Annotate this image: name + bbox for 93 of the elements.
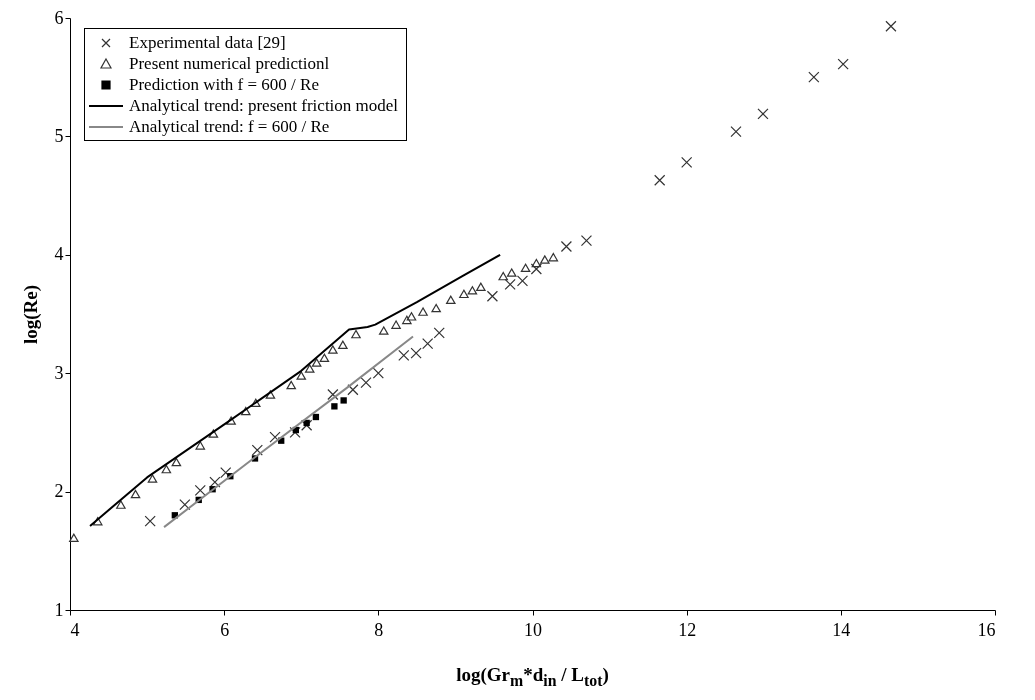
point xyxy=(837,58,849,70)
point xyxy=(311,358,322,367)
y-tick-label: 2 xyxy=(54,481,64,502)
point xyxy=(418,307,428,316)
point xyxy=(92,516,103,526)
point xyxy=(147,474,158,483)
point xyxy=(269,431,281,443)
point xyxy=(360,377,372,389)
point xyxy=(331,403,338,410)
point xyxy=(459,289,469,299)
point xyxy=(372,367,384,379)
point xyxy=(340,397,347,404)
point xyxy=(398,349,410,362)
point xyxy=(194,484,206,497)
point xyxy=(226,416,236,425)
point xyxy=(208,429,219,438)
point xyxy=(486,290,499,302)
y-tick-label: 5 xyxy=(54,125,64,146)
point xyxy=(410,347,422,359)
point xyxy=(250,398,261,408)
legend-label: Analytical trend: f = 600 / Re xyxy=(129,116,330,137)
x-tick-label: 16 xyxy=(977,619,996,640)
point xyxy=(476,282,486,291)
point xyxy=(540,255,550,264)
point xyxy=(265,390,276,399)
point xyxy=(531,258,542,268)
x-tick-label: 8 xyxy=(374,619,384,640)
y-tick-label: 4 xyxy=(54,244,64,265)
x-tick-label: 4 xyxy=(70,619,80,640)
point xyxy=(195,441,206,450)
point xyxy=(327,388,339,401)
legend-label: Present numerical predictionl xyxy=(129,53,330,74)
point xyxy=(506,268,517,277)
point xyxy=(69,533,79,542)
legend-label: Prediction with f = 600 / Re xyxy=(129,74,319,95)
point xyxy=(220,467,232,479)
point xyxy=(391,320,401,329)
point xyxy=(161,464,172,474)
point xyxy=(548,252,559,262)
point xyxy=(209,476,221,488)
point xyxy=(530,263,542,275)
point xyxy=(433,327,445,339)
point xyxy=(431,303,441,313)
point xyxy=(422,338,434,350)
point xyxy=(498,271,508,281)
point xyxy=(130,489,141,499)
point xyxy=(312,413,320,421)
point xyxy=(757,108,769,120)
point xyxy=(467,286,478,295)
y-tick-label: 3 xyxy=(54,362,64,383)
point xyxy=(516,275,529,287)
x-tick-label: 12 xyxy=(678,619,697,640)
point xyxy=(251,444,263,456)
point xyxy=(520,263,531,273)
point xyxy=(580,234,593,247)
point xyxy=(885,20,897,32)
x-tick-label: 6 xyxy=(220,619,230,640)
line-series xyxy=(163,335,415,529)
x-tick-label: 10 xyxy=(524,619,542,640)
point xyxy=(328,345,338,354)
point xyxy=(808,71,820,83)
legend-label: Analytical trend: present friction model xyxy=(129,95,399,116)
x-axis-title: log(Gr$_{m}$*d$_{in}$ / L$_{tot}$) xyxy=(455,664,610,690)
point xyxy=(681,156,693,169)
point xyxy=(446,295,456,305)
point xyxy=(319,353,330,363)
point xyxy=(504,278,516,290)
point xyxy=(402,315,412,325)
point xyxy=(347,384,359,396)
point xyxy=(351,329,361,339)
point xyxy=(116,500,126,509)
point xyxy=(286,380,297,390)
y-tick-label: 1 xyxy=(54,599,64,620)
point xyxy=(179,499,191,511)
y-tick-label: 6 xyxy=(54,7,64,28)
x-tick-label: 14 xyxy=(832,619,851,640)
point xyxy=(338,340,348,350)
legend-label: Experimental data [29] xyxy=(129,32,286,53)
point xyxy=(654,174,666,186)
point xyxy=(144,515,156,527)
point xyxy=(303,419,310,427)
point xyxy=(171,457,182,467)
point xyxy=(406,312,417,321)
point xyxy=(378,326,389,335)
point xyxy=(240,406,251,416)
point xyxy=(296,371,307,380)
y-axis-title: log(Re) xyxy=(19,284,42,345)
point xyxy=(730,126,742,138)
line-series xyxy=(89,253,502,527)
point xyxy=(289,426,301,438)
point xyxy=(304,364,315,373)
point xyxy=(301,419,313,431)
point xyxy=(560,240,573,253)
